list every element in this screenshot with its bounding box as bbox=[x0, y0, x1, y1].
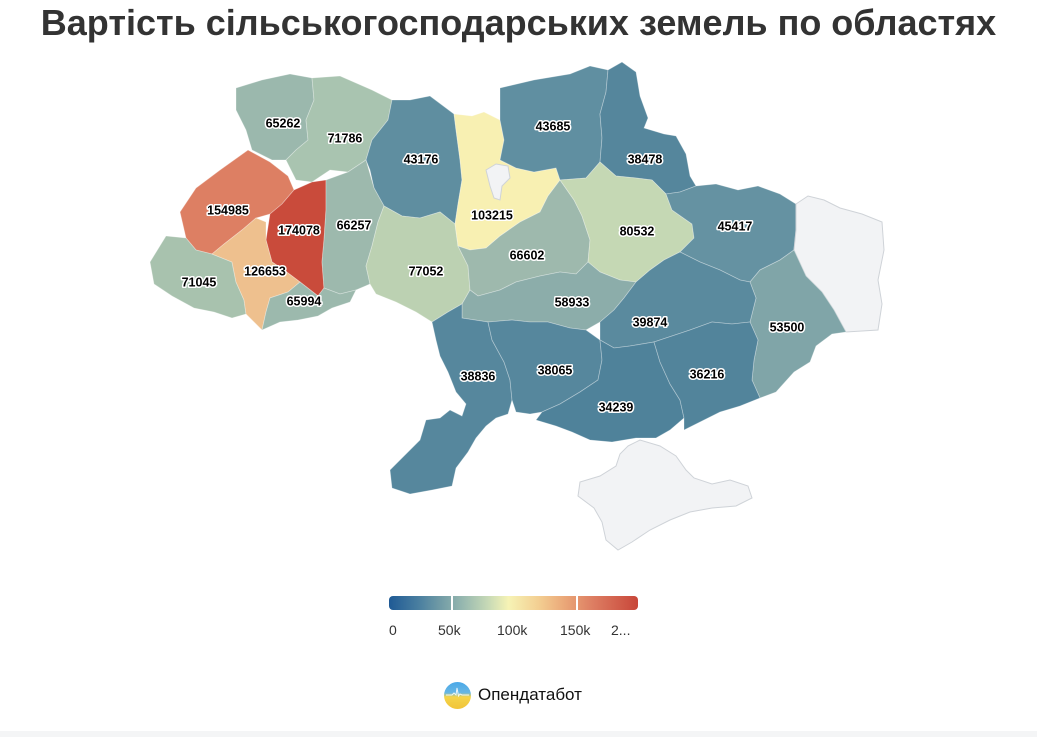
label-kyiv: 103215 bbox=[471, 208, 513, 222]
label-kirovohrad: 58933 bbox=[555, 295, 590, 309]
legend-label-0: 0 bbox=[389, 622, 397, 638]
label-zhytomyr: 43176 bbox=[404, 152, 439, 166]
label-kherson: 34239 bbox=[599, 400, 634, 414]
region-zaporizhzhia[interactable] bbox=[653, 321, 761, 431]
label-zakarpattia: 71045 bbox=[182, 275, 217, 289]
label-chernivtsi: 65994 bbox=[287, 294, 322, 308]
legend-label-100k: 100k bbox=[497, 622, 528, 638]
legend-labels: 0 50k 100k 150k 2... bbox=[389, 622, 638, 642]
label-poltava: 80532 bbox=[620, 224, 655, 238]
legend-label-150k: 150k bbox=[560, 622, 591, 638]
label-ivano-frankivsk: 126653 bbox=[244, 264, 286, 278]
label-kharkiv: 45417 bbox=[718, 219, 753, 233]
bottom-strip bbox=[0, 731, 1037, 737]
label-odesa: 38836 bbox=[461, 369, 496, 383]
label-cherkasy: 66602 bbox=[510, 248, 545, 262]
region-chernivtsi[interactable] bbox=[261, 281, 357, 331]
region-crimea[interactable] bbox=[577, 439, 753, 551]
brand-name: Опендатабот bbox=[478, 685, 582, 704]
label-zaporizhzhia: 36216 bbox=[690, 367, 725, 381]
label-lviv: 154985 bbox=[207, 203, 249, 217]
label-donetsk: 53500 bbox=[770, 320, 805, 334]
legend-label-max: 2... bbox=[611, 622, 631, 638]
label-dnipropetrovsk: 39874 bbox=[633, 315, 668, 329]
legend-tick-50k bbox=[451, 596, 453, 610]
label-rivne: 71786 bbox=[328, 131, 363, 145]
label-khmelnytskyi: 66257 bbox=[337, 218, 372, 232]
region-labels: 65262 71786 43176 103215 43685 38478 154… bbox=[180, 115, 806, 416]
color-scale-bar bbox=[389, 596, 638, 610]
brand-footer[interactable]: Опендатабот bbox=[444, 680, 582, 710]
color-scale-legend: 0 50k 100k 150k 2... bbox=[389, 596, 638, 642]
legend-tick-150k bbox=[576, 596, 578, 610]
label-volyn: 65262 bbox=[266, 116, 301, 130]
label-sumy: 38478 bbox=[628, 152, 663, 166]
label-vinnytsia: 77052 bbox=[409, 264, 444, 278]
chart-title: Вартість сільськогосподарських земель по… bbox=[40, 2, 997, 43]
region-kyiv-city[interactable] bbox=[485, 163, 511, 201]
region-rivne[interactable] bbox=[285, 75, 393, 183]
label-mykolaiv: 38065 bbox=[538, 363, 573, 377]
opendatabot-logo-icon bbox=[444, 681, 471, 709]
label-chernihiv: 43685 bbox=[536, 119, 571, 133]
legend-label-50k: 50k bbox=[438, 622, 461, 638]
label-ternopil: 174078 bbox=[278, 223, 320, 237]
